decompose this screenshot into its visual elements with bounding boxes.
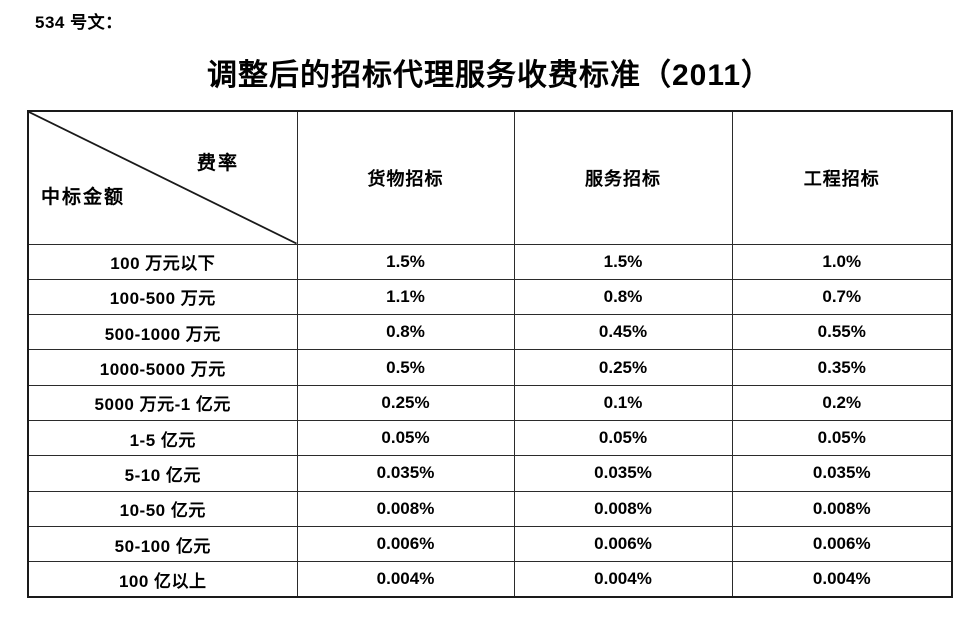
row-label-amount-range: 100 万元以下 [27,243,298,280]
rate-value-cell: 1.5% [513,243,733,280]
rate-value-cell: 0.004% [296,561,515,598]
rate-value-cell: 0.05% [513,419,733,457]
rate-value-cell: 0.008% [731,490,953,527]
rate-value-cell: 0.25% [296,384,515,421]
rate-value-cell: 0.45% [513,314,733,351]
rate-value-cell: 0.8% [296,314,515,351]
corner-label-rate: 费率 [197,153,240,174]
rate-value-cell: 0.035% [513,455,733,492]
rate-value-cell: 1.0% [731,243,953,280]
rate-value-cell: 0.008% [513,490,733,527]
row-label-amount-range: 10-50 亿元 [27,490,298,527]
rate-value-cell: 0.7% [731,278,953,316]
diagonal-line [29,112,296,243]
rate-value-cell: 1.1% [296,278,515,316]
doc-number: 534 号文： [35,13,123,32]
rate-value-cell: 1.5% [296,243,515,280]
row-label-amount-range: 5-10 亿元 [27,455,298,492]
row-label-amount-range: 500-1000 万元 [27,314,298,351]
rate-value-cell: 0.25% [513,349,733,386]
column-header-engineering: 工程招标 [731,110,953,245]
diagonal-corner-cell: 费率 中标金额 [27,110,298,245]
rate-value-cell: 0.006% [731,525,953,563]
table-row: 1-5 亿元 0.05% 0.05% 0.05% [27,419,953,457]
rate-value-cell: 0.05% [731,419,953,457]
rate-value-cell: 0.55% [731,314,953,351]
table-row: 10-50 亿元 0.008% 0.008% 0.008% [27,490,953,527]
rate-value-cell: 0.006% [296,525,515,563]
corner-label-bid-amount: 中标金额 [41,187,126,208]
row-label-amount-range: 1000-5000 万元 [27,349,298,386]
rate-value-cell: 0.004% [731,561,953,598]
rate-value-cell: 0.035% [296,455,515,492]
table-row: 100 万元以下 1.5% 1.5% 1.0% [27,243,953,280]
rate-value-cell: 0.004% [513,561,733,598]
rate-value-cell: 0.05% [296,419,515,457]
row-label-amount-range: 100-500 万元 [27,278,298,316]
rate-value-cell: 0.2% [731,384,953,421]
row-label-amount-range: 50-100 亿元 [27,525,298,563]
table-row: 50-100 亿元 0.006% 0.006% 0.006% [27,525,953,563]
table-row: 5000 万元-1 亿元 0.25% 0.1% 0.2% [27,384,953,421]
rate-value-cell: 0.35% [731,349,953,386]
table-row: 100 亿以上 0.004% 0.004% 0.004% [27,561,953,598]
rate-value-cell: 0.006% [513,525,733,563]
rate-value-cell: 0.5% [296,349,515,386]
rate-value-cell: 0.8% [513,278,733,316]
table-row: 500-1000 万元 0.8% 0.45% 0.55% [27,314,953,351]
table-body: 100 万元以下 1.5% 1.5% 1.0% 100-500 万元 1.1% 0.8% 0.… [27,243,953,598]
row-label-amount-range: 100 亿以上 [27,561,298,598]
table-row: 5-10 亿元 0.035% 0.035% 0.035% [27,455,953,492]
fee-rate-table: 费率 中标金额 货物招标 服务招标 工程招标 100 万元以下 1.5% 1.5% 1… [27,110,953,598]
table-row: 100-500 万元 1.1% 0.8% 0.7% [27,278,953,316]
page-title: 调整后的招标代理服务收费标准（2011） [206,59,773,92]
column-header-services: 服务招标 [513,110,733,245]
table-row: 1000-5000 万元 0.5% 0.25% 0.35% [27,349,953,386]
rate-value-cell: 0.1% [513,384,733,421]
rate-value-cell: 0.008% [296,490,515,527]
row-label-amount-range: 5000 万元-1 亿元 [27,384,298,421]
table-header-row: 费率 中标金额 货物招标 服务招标 工程招标 [27,110,953,245]
column-header-goods: 货物招标 [296,110,515,245]
row-label-amount-range: 1-5 亿元 [27,419,298,457]
rate-value-cell: 0.035% [731,455,953,492]
